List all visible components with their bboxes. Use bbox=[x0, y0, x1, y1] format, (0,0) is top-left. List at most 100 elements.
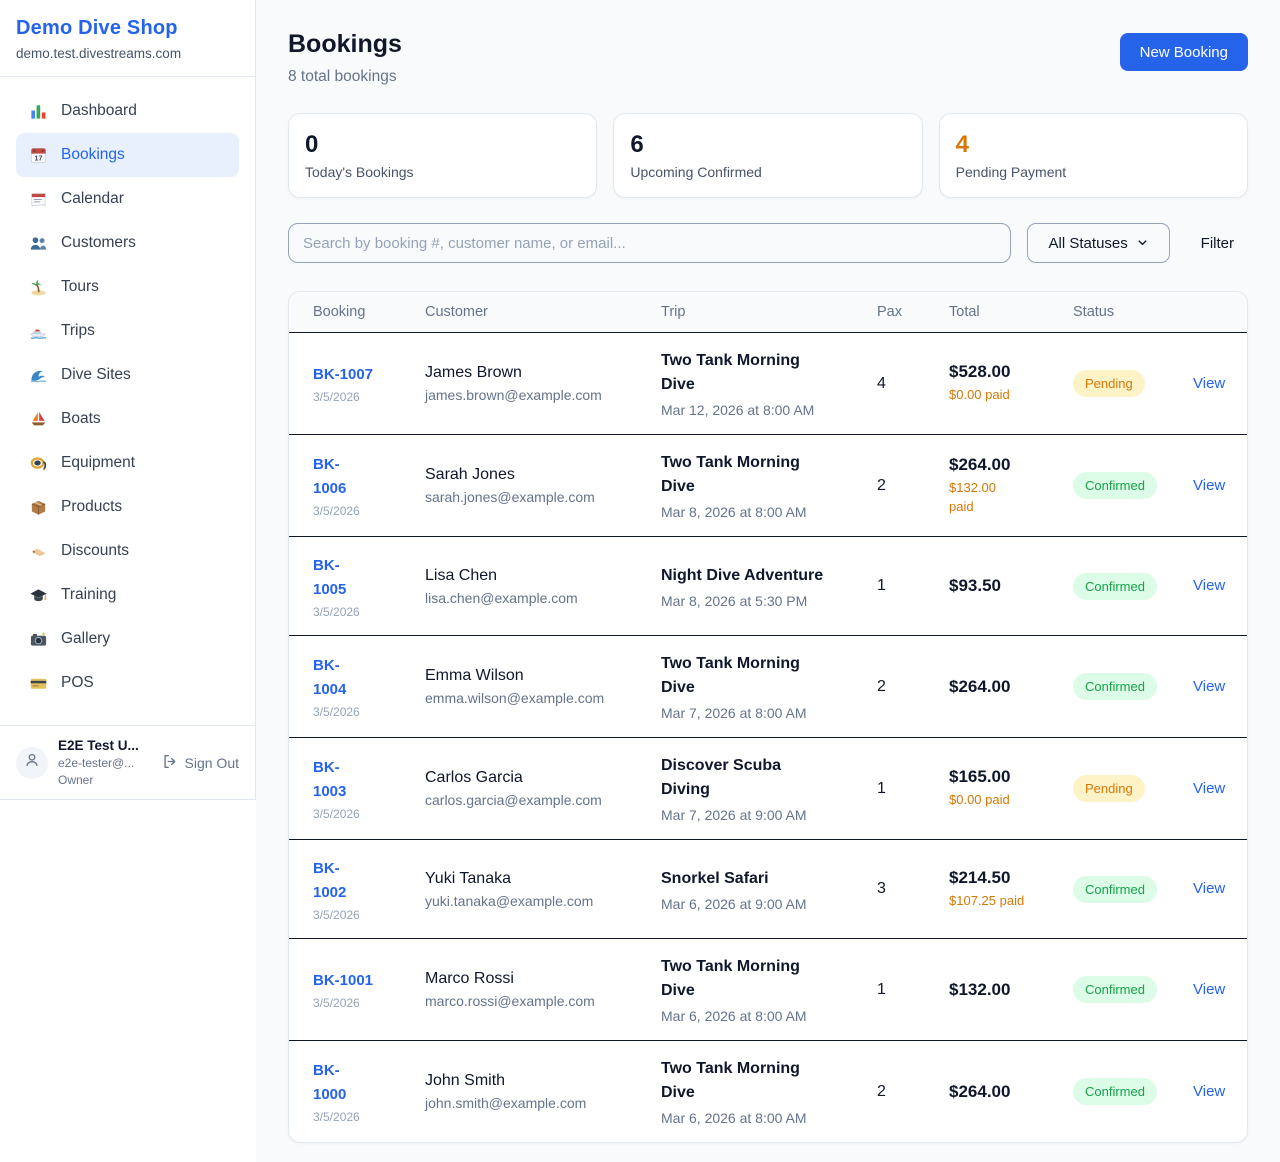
sidebar-item-label: Customers bbox=[61, 234, 136, 251]
stats-row: 0 Today's Bookings 6 Upcoming Confirmed … bbox=[288, 113, 1248, 198]
customer-email: yuki.tanaka@example.com bbox=[425, 892, 594, 909]
total-amount: $165.00 bbox=[949, 767, 1011, 787]
filter-button[interactable]: Filter bbox=[1200, 234, 1234, 252]
view-link[interactable]: View bbox=[1193, 1082, 1226, 1100]
stat-value: 0 bbox=[305, 131, 319, 158]
booking-date: 3/5/2026 bbox=[313, 604, 360, 619]
column-header-pax: Pax bbox=[877, 304, 902, 320]
sidebar-item-label: Calendar bbox=[61, 190, 124, 207]
booking-id-link[interactable]: BK- 1006 bbox=[313, 456, 347, 497]
paid-amount: $0.00 paid bbox=[949, 387, 1010, 403]
package-icon bbox=[28, 497, 48, 517]
sidebar-item-dive-sites[interactable]: Dive Sites bbox=[16, 353, 239, 397]
booking-id-link[interactable]: BK- 1003 bbox=[313, 759, 347, 800]
status-filter-select[interactable]: All Statuses bbox=[1026, 223, 1170, 263]
user-name: E2E Test U... bbox=[58, 738, 139, 753]
stat-label: Upcoming Confirmed bbox=[630, 164, 762, 180]
booking-id-link[interactable]: BK- 1000 bbox=[313, 1062, 347, 1103]
table-row: BK- 1002 3/5/2026 Yuki Tanaka yuki.tanaka@… bbox=[289, 840, 1247, 939]
customer-email: marco.rossi@example.com bbox=[425, 993, 595, 1009]
pax-count: 1 bbox=[877, 779, 886, 797]
sidebar-item-pos[interactable]: POS bbox=[16, 661, 239, 705]
booking-id-link[interactable]: BK-1001 bbox=[313, 972, 374, 989]
table-header-row: Booking Customer Trip Pax Total Status bbox=[289, 292, 1247, 333]
status-badge: Confirmed bbox=[1073, 976, 1157, 1003]
sidebar-item-equipment[interactable]: Equipment bbox=[16, 441, 239, 485]
table-row: BK-1001 3/5/2026 Marco Rossi marco.rossi@e… bbox=[289, 939, 1247, 1041]
stat-label: Today's Bookings bbox=[305, 164, 414, 180]
view-link[interactable]: View bbox=[1193, 779, 1226, 797]
booking-date: 3/5/2026 bbox=[313, 907, 360, 922]
tear-off-calendar-icon bbox=[28, 189, 48, 209]
stat-label: Pending Payment bbox=[955, 164, 1067, 180]
table-row: BK- 1006 3/5/2026 Sarah Jones sarah.jones@… bbox=[289, 435, 1247, 537]
status-badge: Confirmed bbox=[1073, 673, 1157, 700]
booking-id-link[interactable]: BK- 1005 bbox=[313, 556, 347, 598]
table-row: BK- 1000 3/5/2026 John Smith john.smith@ex… bbox=[289, 1041, 1247, 1142]
pax-count: 2 bbox=[877, 677, 886, 695]
customer-name: James Brown bbox=[425, 364, 522, 381]
view-link[interactable]: View bbox=[1193, 577, 1226, 594]
trip-datetime: Mar 6, 2026 at 8:00 AM bbox=[661, 1110, 807, 1126]
column-header-trip: Trip bbox=[661, 304, 686, 320]
booking-date: 3/5/2026 bbox=[313, 390, 360, 404]
total-amount: $264.00 bbox=[949, 454, 1011, 474]
page-subtitle: 8 total bookings bbox=[288, 68, 397, 85]
column-header-status: Status bbox=[1073, 304, 1115, 320]
view-link[interactable]: View bbox=[1193, 880, 1226, 897]
brand-domain: demo.test.divestreams.com bbox=[16, 46, 182, 61]
booking-id-link[interactable]: BK- 1002 bbox=[313, 859, 347, 901]
sidebar-item-products[interactable]: Products bbox=[16, 485, 239, 529]
booking-date: 3/5/2026 bbox=[313, 807, 360, 821]
search-input[interactable] bbox=[288, 223, 1011, 263]
sidebar-item-label: Boats bbox=[61, 410, 101, 427]
total-amount: $264.00 bbox=[949, 1081, 1011, 1101]
view-link[interactable]: View bbox=[1193, 476, 1226, 494]
paid-amount: $107.25 paid bbox=[949, 892, 1025, 908]
bar-chart-icon bbox=[28, 101, 48, 121]
sidebar-item-calendar[interactable]: Calendar bbox=[16, 177, 239, 221]
sidebar-item-label: Bookings bbox=[61, 146, 125, 163]
status-badge: Pending bbox=[1073, 775, 1145, 802]
booking-id-link[interactable]: BK-1007 bbox=[313, 366, 374, 383]
sidebar-item-customers[interactable]: Customers bbox=[16, 221, 239, 265]
customer-email: james.brown@example.com bbox=[425, 387, 602, 403]
sidebar-item-trips[interactable]: Trips bbox=[16, 309, 239, 353]
view-link[interactable]: View bbox=[1193, 374, 1226, 392]
sidebar-item-bookings[interactable]: 17 Bookings bbox=[16, 133, 239, 177]
booking-date: 3/5/2026 bbox=[313, 996, 360, 1010]
user-role: Owner bbox=[58, 773, 94, 787]
sidebar-item-training[interactable]: Training bbox=[16, 573, 239, 617]
user-email: e2e-tester@... bbox=[58, 756, 135, 770]
sidebar-item-boats[interactable]: Boats bbox=[16, 397, 239, 441]
booking-id-link[interactable]: BK- 1004 bbox=[313, 657, 347, 698]
total-amount: $528.00 bbox=[949, 362, 1011, 382]
trip-datetime: Mar 7, 2026 at 8:00 AM bbox=[661, 705, 807, 721]
sidebar-item-dashboard[interactable]: Dashboard bbox=[16, 89, 239, 133]
sign-out-button[interactable]: Sign Out bbox=[161, 753, 239, 773]
trip-name: Night Dive Adventure bbox=[661, 566, 824, 584]
total-amount: $214.50 bbox=[949, 867, 1011, 887]
trip-name: Two Tank Morning Dive bbox=[661, 1060, 800, 1101]
sidebar-item-tours[interactable]: Tours bbox=[16, 265, 239, 309]
table-row: BK-1007 3/5/2026 James Brown james.brown@e… bbox=[289, 333, 1247, 435]
tag-icon bbox=[28, 541, 48, 561]
view-link[interactable]: View bbox=[1193, 980, 1226, 998]
paid-amount: $132.00 paid bbox=[949, 479, 996, 514]
new-booking-button[interactable]: New Booking bbox=[1119, 33, 1248, 71]
pax-count: 1 bbox=[877, 577, 886, 594]
trip-datetime: Mar 8, 2026 at 5:30 PM bbox=[661, 592, 808, 609]
sidebar: Demo Dive Shop demo.test.divestreams.com… bbox=[0, 0, 256, 800]
avatar bbox=[16, 746, 48, 779]
customer-email: john.smith@example.com bbox=[425, 1095, 587, 1111]
customer-email: emma.wilson@example.com bbox=[425, 690, 605, 706]
column-header-total: Total bbox=[949, 304, 980, 320]
trip-name: Two Tank Morning Dive bbox=[661, 352, 800, 393]
calendar-icon: 17 bbox=[28, 145, 48, 165]
logout-icon bbox=[161, 753, 178, 773]
view-link[interactable]: View bbox=[1193, 677, 1226, 695]
sidebar-item-gallery[interactable]: Gallery bbox=[16, 617, 239, 661]
sidebar-nav: Dashboard 17 Bookings Calendar Customers… bbox=[0, 77, 255, 725]
sidebar-item-discounts[interactable]: Discounts bbox=[16, 529, 239, 573]
trip-datetime: Mar 7, 2026 at 9:00 AM bbox=[661, 807, 807, 823]
